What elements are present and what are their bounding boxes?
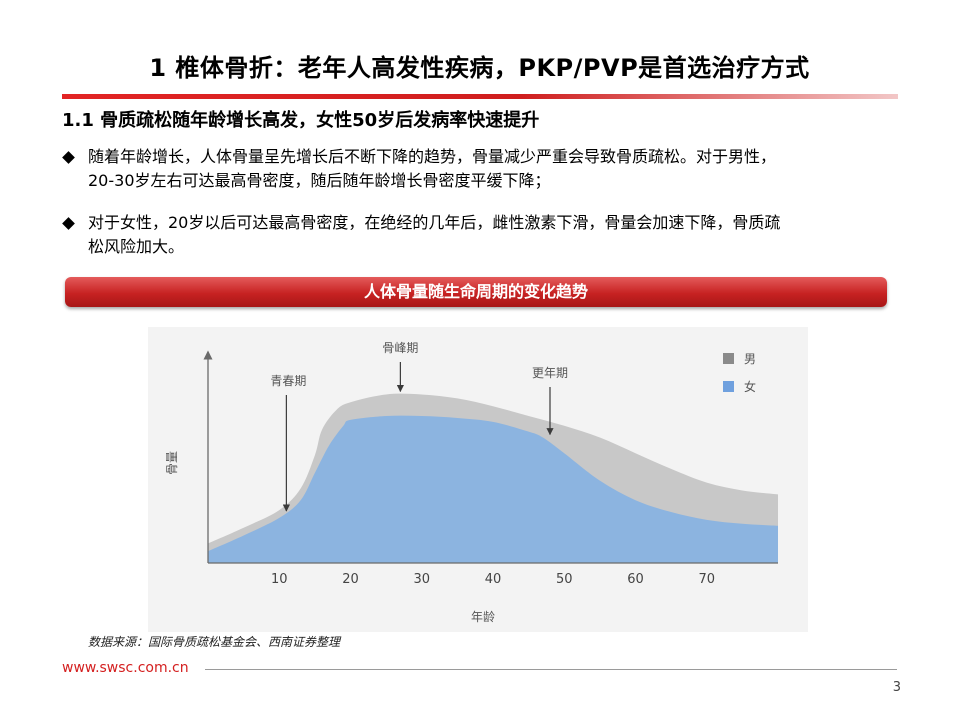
site-url[interactable]: www.swsc.com.cn	[62, 660, 189, 676]
legend-swatch-0	[723, 353, 734, 364]
chart-banner: 人体骨量随生命周期的变化趋势	[65, 277, 887, 307]
bullet-male-line-2: 20-30岁左右可达最高骨密度，随后随年龄增长骨密度平缓下降；	[88, 171, 551, 190]
bullet-female-line-2: 松风险加大。	[88, 237, 185, 256]
x-axis-label: 年龄	[471, 610, 495, 624]
slide-title: 1 椎体骨折：老年人高发性疾病，PKP/PVP是首选治疗方式	[149, 54, 810, 82]
x-tick-label: 60	[627, 572, 644, 587]
annotation-label: 青春期	[270, 374, 306, 388]
bullet-female: 对于女性，20岁以后可达最高骨密度，在绝经的几年后，雌性激素下滑，骨量会加速下降…	[62, 211, 902, 259]
x-tick-label: 50	[556, 572, 573, 587]
x-tick-label: 40	[485, 572, 502, 587]
y-axis-label: 骨量	[165, 451, 179, 475]
bullet-female-line-1: 对于女性，20岁以后可达最高骨密度，在绝经的几年后，雌性激素下滑，骨量会加速下降…	[88, 213, 781, 232]
diamond-bullet-icon	[62, 151, 75, 164]
footer-rule	[205, 669, 897, 670]
legend-label: 女	[744, 379, 756, 394]
bone-mass-chart: 10 20 30 40 50 60 70 年龄 骨量 青春期 骨峰期更年期 男女	[148, 327, 808, 632]
page-number: 3	[892, 680, 901, 695]
x-tick-label: 70	[698, 572, 715, 587]
annotation-label: 更年期	[532, 366, 568, 380]
source-note: 数据来源：国际骨质疏松基金会、西南证券整理	[88, 635, 341, 649]
series-area-1	[208, 415, 778, 563]
x-tick-label: 30	[413, 572, 430, 587]
legend-swatch-1	[723, 381, 734, 392]
diamond-bullet-icon	[62, 217, 75, 230]
legend-label: 男	[744, 352, 756, 366]
x-tick-label: 10	[271, 572, 288, 587]
title-rule	[62, 94, 898, 99]
bullet-male-line-1: 随着年龄增长，人体骨量呈先增长后不断下降的趋势，骨量减少严重会导致骨质疏松。对于…	[88, 147, 777, 166]
bullet-male: 随着年龄增长，人体骨量呈先增长后不断下降的趋势，骨量减少严重会导致骨质疏松。对于…	[62, 145, 902, 193]
x-tick-label: 20	[342, 572, 359, 587]
section-heading: 1.1 骨质疏松随年龄增长高发，女性50岁后发病率快速提升	[62, 110, 540, 131]
annotation-label: 骨峰期	[382, 341, 418, 355]
